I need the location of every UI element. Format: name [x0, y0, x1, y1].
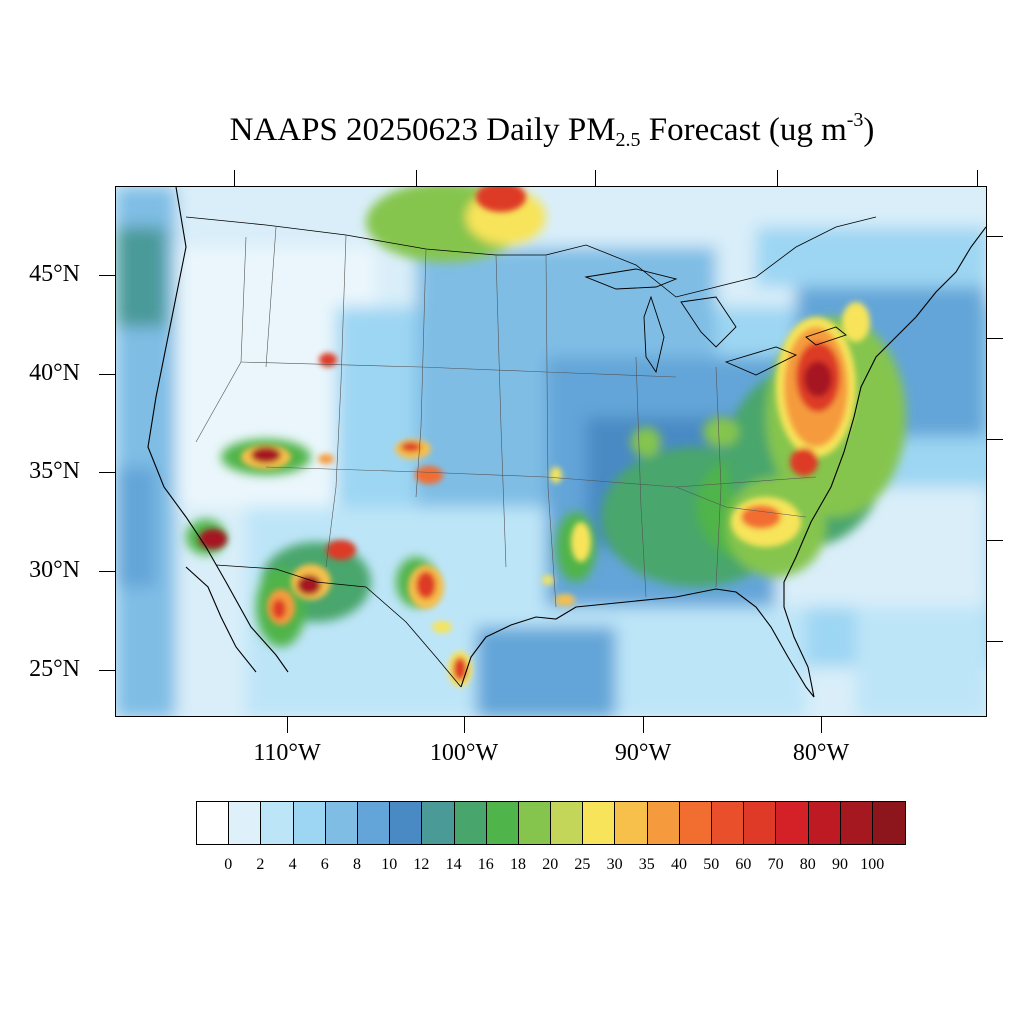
colorbar-swatch	[551, 802, 584, 844]
colorbar-swatch	[422, 802, 455, 844]
colorbar-tick-label: 80	[799, 856, 816, 873]
colorbar-tick-label: 100	[860, 856, 885, 873]
colorbar-tick-label: 30	[606, 856, 623, 873]
right-tick	[987, 338, 1003, 339]
colorbar-swatch	[840, 802, 873, 844]
colorbar-tick-label: 2	[256, 856, 265, 873]
great-lakes-outline	[584, 268, 847, 376]
map-canvas	[116, 187, 986, 716]
lat-label-30n: 30°N	[29, 557, 80, 583]
colorbar-tick-label: 35	[638, 856, 655, 873]
colorbar-tick-label: 16	[477, 856, 494, 873]
colorbar-swatch	[293, 802, 326, 844]
colorbar-tick-label: 90	[832, 856, 848, 873]
colorbar-tick-label: 12	[413, 856, 430, 873]
colorbar-tick-label: 70	[767, 856, 784, 873]
bottom-tick	[643, 717, 644, 733]
top-tick	[234, 170, 235, 186]
lat-label-25n: 25°N	[29, 656, 80, 682]
colorbar-tick-label: 20	[542, 856, 559, 873]
colorbar-swatch	[872, 802, 906, 844]
right-tick	[987, 236, 1003, 237]
right-tick	[987, 641, 1003, 642]
colorbar-swatch	[776, 802, 809, 844]
colorbar-tick-label: 4	[288, 856, 297, 873]
left-tick	[99, 374, 115, 375]
colorbar-swatch	[744, 802, 777, 844]
top-tick	[777, 170, 778, 186]
colorbar-swatch	[518, 802, 552, 844]
colorbar-swatch	[615, 802, 648, 844]
colorbar-swatch	[647, 802, 680, 844]
colorbar-swatch	[679, 802, 712, 844]
colorbar-swatch	[712, 802, 745, 844]
lon-label-110w: 110°W	[253, 740, 321, 766]
national-border	[185, 216, 877, 688]
colorbar-tick-label: 0	[224, 856, 233, 873]
colorbar-tick-label: 8	[353, 856, 361, 873]
colorbar-tick-label: 40	[671, 856, 687, 873]
bottom-tick	[821, 717, 822, 733]
map-title: NAAPS 20250623 Daily PM2.5 Forecast (ug …	[229, 109, 875, 151]
lat-label-40n: 40°N	[29, 360, 80, 386]
colorbar-swatch	[454, 802, 487, 844]
colorbar-swatch	[390, 802, 423, 844]
colorbar-tick-label: 25	[574, 856, 591, 873]
colorbar-tick-label: 6	[320, 856, 329, 873]
bottom-tick	[464, 717, 465, 733]
pm25-forecast-map	[115, 186, 987, 717]
right-tick	[987, 540, 1003, 541]
state-boundaries	[195, 226, 817, 608]
lon-label-80w: 80°W	[792, 740, 850, 766]
top-tick	[416, 170, 417, 186]
colorbar-swatch	[486, 802, 519, 844]
colorbar-tick-label: 18	[510, 856, 526, 873]
lon-label-100w: 100°W	[429, 740, 499, 766]
left-tick	[99, 472, 115, 473]
coastline-outline	[147, 187, 986, 698]
left-tick	[99, 670, 115, 671]
colorbar-swatch	[808, 802, 841, 844]
bottom-tick	[287, 717, 288, 733]
colorbar-tick-label: 14	[445, 856, 462, 873]
colorbar-tick-label: 10	[381, 856, 398, 873]
left-tick	[99, 571, 115, 572]
right-tick	[987, 439, 1003, 440]
top-tick	[977, 170, 978, 186]
left-tick	[99, 275, 115, 276]
colorbar-swatch	[357, 802, 391, 844]
lon-label-90w: 90°W	[614, 740, 672, 766]
colorbar-swatch	[325, 802, 358, 844]
colorbar-swatch	[197, 802, 230, 844]
colorbar-swatch	[583, 802, 616, 844]
lat-label-35n: 35°N	[29, 458, 80, 484]
colorbar-swatch	[229, 802, 262, 844]
concentration-field-high	[199, 187, 870, 687]
colorbar	[196, 801, 907, 845]
colorbar-tick-label: 50	[703, 856, 720, 873]
colorbar-tick-label: 60	[735, 856, 752, 873]
top-tick	[595, 170, 596, 186]
colorbar-swatch	[261, 802, 294, 844]
lat-label-45n: 45°N	[29, 261, 80, 287]
